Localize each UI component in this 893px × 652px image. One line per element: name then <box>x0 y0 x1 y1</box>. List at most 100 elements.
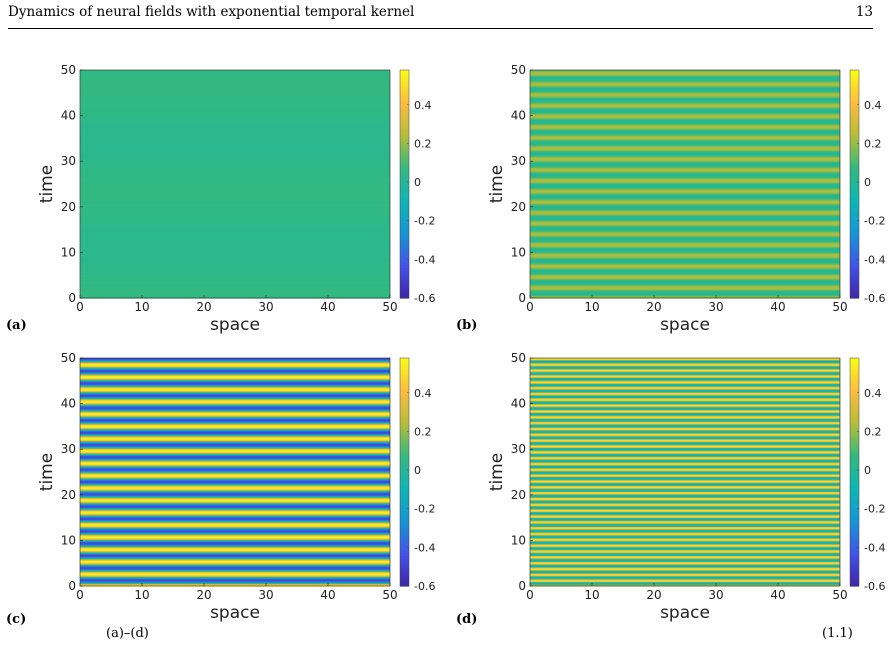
heatmap-cell <box>80 82 390 84</box>
heatmap-cell <box>530 150 840 153</box>
colorbar-segment <box>400 441 409 445</box>
colorbar-segment <box>400 469 409 473</box>
heatmap-cell <box>530 253 840 255</box>
heatmap-cell <box>530 462 840 464</box>
heatmap-cell <box>80 520 390 522</box>
heatmap-cell <box>80 273 390 275</box>
heatmap-cell <box>80 241 390 243</box>
heatmap-cell <box>80 396 390 399</box>
colorbar-segment <box>850 428 859 433</box>
x-tick-label: 30 <box>258 300 273 314</box>
heatmap-cell <box>530 568 840 570</box>
heatmap-cell <box>80 157 390 160</box>
colorbar-segment <box>850 199 859 203</box>
heatmap-cell <box>80 492 390 494</box>
heatmap-cell <box>80 176 390 179</box>
colorbar-segment <box>850 375 859 379</box>
plot-frame <box>79 357 391 587</box>
colorbar-segment <box>850 548 859 552</box>
heatmap-cell <box>80 393 390 396</box>
colorbar-segment <box>400 125 409 129</box>
colorbar-segment <box>400 280 409 284</box>
heatmap-cell <box>80 133 390 135</box>
heatmap-cell <box>80 479 390 481</box>
colorbar-segment <box>400 140 409 145</box>
heatmap-cell <box>80 174 390 176</box>
heatmap-cell <box>530 365 840 368</box>
colorbar-segment <box>850 358 859 362</box>
heatmap-cell <box>530 535 840 537</box>
colorbar-segment <box>850 413 859 417</box>
heatmap-cell <box>530 499 840 501</box>
heatmap-cell <box>80 381 390 384</box>
heatmap-cell <box>80 149 390 152</box>
heatmap-cell <box>530 105 840 108</box>
heatmap-cell <box>530 573 840 576</box>
colorbar-segment <box>850 370 859 374</box>
heatmap-cell <box>530 188 840 190</box>
heatmap-cell <box>80 79 390 82</box>
heatmap-cell <box>80 91 390 94</box>
heatmap-cell <box>530 220 840 223</box>
heatmap-cell <box>80 526 390 528</box>
heatmap-cell <box>80 483 390 485</box>
heatmap-cell <box>530 422 840 425</box>
colorbar-segment <box>850 368 859 372</box>
heatmap-cell <box>530 112 840 114</box>
colorbar-segment <box>850 573 859 577</box>
heatmap-cell <box>80 197 390 199</box>
colorbar-segment <box>850 252 859 256</box>
heatmap-cell <box>530 276 840 278</box>
colorbar-segment <box>400 282 409 286</box>
heatmap-cell <box>80 579 390 582</box>
heatmap-cell <box>80 465 390 468</box>
heatmap-cell <box>80 523 390 526</box>
colorbar-segment <box>400 477 409 481</box>
heatmap-cell <box>530 283 840 286</box>
heatmap-cell <box>530 195 840 197</box>
heatmap-cell <box>530 72 840 75</box>
heatmap-cell <box>530 497 840 499</box>
x-tick-label: 50 <box>832 588 847 602</box>
heatmap-cell <box>530 74 840 76</box>
heatmap-cell <box>530 136 840 139</box>
heatmap-cell <box>80 205 390 207</box>
heatmap-cell <box>80 503 390 506</box>
colorbar-segment <box>400 358 409 362</box>
heatmap-cell <box>530 242 840 245</box>
heatmap-cell <box>530 491 840 493</box>
colorbar-segment <box>850 277 859 281</box>
heatmap-cell <box>80 178 390 181</box>
heatmap-cell <box>80 220 390 223</box>
heatmap-cell <box>80 491 390 493</box>
colorbar-segment <box>400 459 409 463</box>
colorbar-segment <box>850 535 859 539</box>
heatmap-cell <box>530 205 840 207</box>
heatmap-cell <box>80 514 390 516</box>
heatmap-cell <box>80 207 390 210</box>
heatmap-cell <box>80 219 390 222</box>
colorbar-segment <box>400 100 409 104</box>
heatmap-cell <box>80 218 390 220</box>
colorbar-segment <box>400 522 409 526</box>
heatmap-cell <box>80 257 390 260</box>
heatmap-cell <box>80 427 390 429</box>
heatmap-cell <box>80 191 390 193</box>
heatmap-cell <box>530 190 840 192</box>
colorbar-segment <box>400 565 409 569</box>
heatmap-cell <box>530 228 840 231</box>
heatmap-cell <box>530 294 840 296</box>
colorbar-segment <box>400 380 409 384</box>
colorbar-segment <box>850 431 859 435</box>
heatmap-cell <box>530 87 840 90</box>
heatmap-cell <box>80 570 390 572</box>
heatmap-cell <box>80 283 390 285</box>
colorbar-segment <box>400 209 409 213</box>
heatmap-cell <box>530 369 840 371</box>
heatmap-cell <box>80 504 390 506</box>
colorbar-segment <box>400 360 409 364</box>
colorbar-segment <box>850 454 859 458</box>
y-tick-label: 10 <box>61 245 76 259</box>
heatmap-cell <box>80 521 390 524</box>
heatmap-cell <box>80 497 390 499</box>
